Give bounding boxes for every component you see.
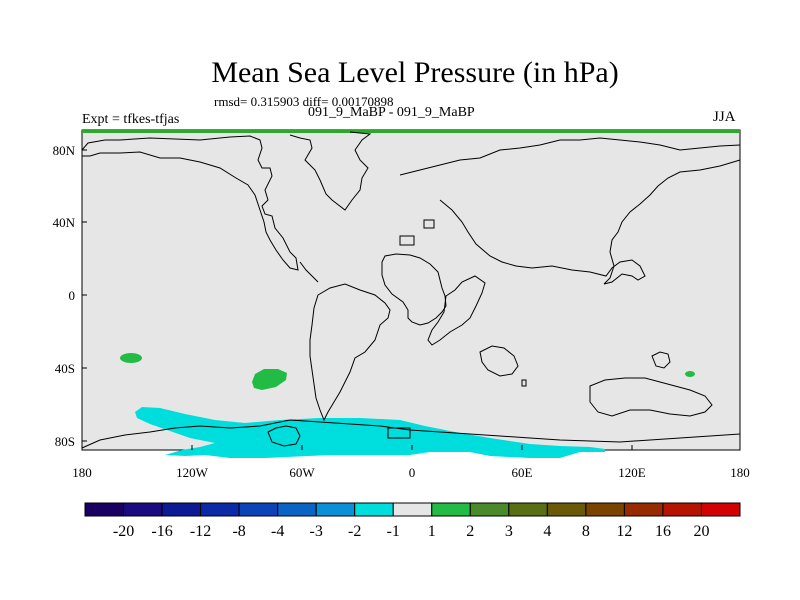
colorbar-swatch <box>277 502 317 517</box>
map-title: Mean Sea Level Pressure (in hPa) <box>211 56 619 89</box>
map-top-strip <box>82 130 740 133</box>
coast-southeast-asia-islands <box>479 345 519 377</box>
stats-text: rmsd= 0.315903 diff= 0.00170898 <box>214 94 394 109</box>
colorbar-swatch <box>161 502 202 517</box>
colorbar-label: 1 <box>428 523 436 540</box>
colorbar-swatch <box>84 502 125 517</box>
coast-africa <box>427 275 486 346</box>
colorbar-label: 4 <box>543 523 551 540</box>
x-tick-label: 60W <box>289 465 315 480</box>
experiment-label: Expt = tfkes-tfjas <box>82 112 180 127</box>
map-ocean-background <box>81 129 741 451</box>
comparison-label: 091_9_MaBP - 091_9_MaBP <box>308 105 475 120</box>
coast-australia <box>589 377 713 417</box>
coastlines <box>81 131 741 449</box>
y-tick-label: 40N <box>53 215 76 230</box>
coast-south-america <box>309 283 391 422</box>
y-tick-label: 80S <box>55 434 75 449</box>
colorbar-label: -16 <box>151 523 172 540</box>
colorbar-label: 3 <box>505 523 513 540</box>
colorbar-label: -20 <box>113 523 134 540</box>
coast-small-island-1 <box>399 235 415 246</box>
colorbar-swatch <box>123 502 163 517</box>
colorbar-swatch <box>354 502 394 517</box>
colorbar-swatch <box>238 502 279 517</box>
colorbar-swatch <box>623 502 664 517</box>
green-patch-south-of-australia <box>685 371 695 377</box>
colorbar-label: 8 <box>582 523 590 540</box>
colorbar-swatch <box>392 502 433 517</box>
colorbar-swatch <box>546 502 587 517</box>
colorbar <box>84 502 741 517</box>
colorbar-label: 16 <box>655 523 671 540</box>
coast-central-america <box>299 261 319 283</box>
green-patch-south-pacific <box>120 353 142 363</box>
coast-antarctic-peninsula <box>267 425 301 447</box>
colorbar-label: 20 <box>693 523 709 540</box>
season-label: JJA <box>713 109 736 125</box>
x-tick-label: 0 <box>409 465 416 480</box>
green-patch-southeast-pacific <box>252 369 287 390</box>
x-tick-label: 120E <box>618 465 646 480</box>
colorbar-swatch <box>662 502 702 517</box>
colorbar-label: -2 <box>348 523 361 540</box>
colorbar-swatch <box>508 502 548 517</box>
cyan-band-southern-ocean <box>135 407 605 458</box>
colorbar-swatch <box>431 502 471 517</box>
y-tick-label: 80N <box>53 143 76 158</box>
colorbar-label: -4 <box>271 523 284 540</box>
y-tick-label: 40S <box>55 361 75 376</box>
colorbar-label: -12 <box>190 523 211 540</box>
x-tick-label: 180 <box>730 465 750 480</box>
coast-small-island-3 <box>387 427 411 439</box>
coast-eurasia <box>381 253 447 326</box>
x-tick-label: 180 <box>72 465 92 480</box>
coast-small-island-4 <box>521 379 527 387</box>
coast-east-asia <box>603 159 741 285</box>
colorbar-label: -3 <box>310 523 323 540</box>
colorbar-swatch <box>469 502 510 517</box>
coast-new-zealand <box>651 351 671 369</box>
colorbar-labels: -20 -16 -12 -8 -4 -3 -2 -1 1 2 3 4 8 12 16 20 <box>113 523 710 540</box>
colorbar-swatch <box>585 502 625 517</box>
colorbar-swatch <box>700 502 741 517</box>
colorbar-swatch <box>315 502 356 517</box>
colorbar-label: 12 <box>616 523 632 540</box>
coast-small-island-2 <box>423 219 435 229</box>
colorbar-label: -1 <box>387 523 400 540</box>
colorbar-label: 2 <box>466 523 474 540</box>
x-tick-label: 120W <box>176 465 209 480</box>
coast-arctic-islands <box>289 131 372 211</box>
coast-asia-north <box>399 137 741 176</box>
axis-tick-marks <box>81 149 741 450</box>
x-tick-label: 60E <box>512 465 533 480</box>
colorbar-label: -8 <box>232 523 245 540</box>
coast-asia-south <box>439 199 646 285</box>
colorbar-swatch <box>200 502 240 517</box>
coast-north-america <box>81 135 299 271</box>
y-tick-label: 0 <box>69 288 76 303</box>
